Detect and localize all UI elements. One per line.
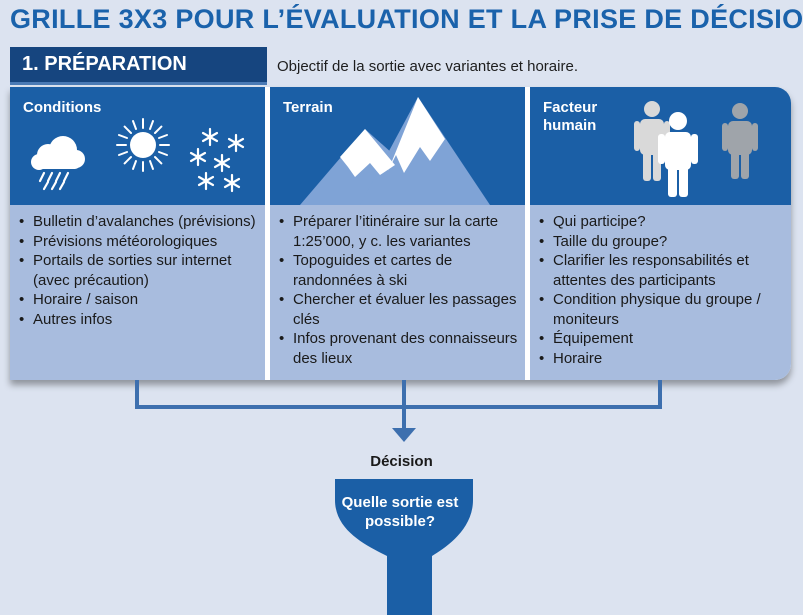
- decision-question: Quelle sortie est possible?: [341, 494, 459, 530]
- evaluation-panel: Conditions: [10, 87, 791, 380]
- conditions-list: Bulletin d’avalanches (prévisions) Prévi…: [19, 212, 259, 329]
- column-title: Facteur humain: [543, 99, 598, 134]
- column-conditions: Conditions: [10, 87, 265, 380]
- list-item: Chercher et évaluer les passages clés: [279, 290, 519, 329]
- column-title: Terrain: [283, 99, 333, 116]
- list-item: Infos provenant des connais­seurs des li…: [279, 329, 519, 368]
- rain-cloud-icon: [31, 136, 85, 191]
- column-human-factor: Facteur humain: [530, 87, 791, 380]
- terrain-list: Préparer l’itinéraire sur la carte 1:25’…: [279, 212, 519, 368]
- list-item: Préparer l’itinéraire sur la carte 1:25’…: [279, 212, 519, 251]
- human-factor-list: Qui participe? Taille du groupe? Clarifi…: [539, 212, 785, 368]
- list-item: Portails de sorties sur internet (avec p…: [19, 251, 259, 290]
- sun-icon: [116, 118, 170, 172]
- step-header: 1. PRÉPARATION: [10, 47, 267, 85]
- list-item: Prévisions météorologiques: [19, 232, 259, 252]
- list-item: Condition physique du groupe / moniteurs: [539, 290, 785, 329]
- list-item: Bulletin d’avalanches (prévisions): [19, 212, 259, 232]
- column-title: Conditions: [23, 99, 102, 116]
- list-item: Horaire / saison: [19, 290, 259, 310]
- list-item: Clarifier les responsabilités et attente…: [539, 251, 785, 290]
- list-item: Topoguides et cartes de randonnées à ski: [279, 251, 519, 290]
- step-objective: Objectif de la sortie avec variantes et …: [277, 58, 578, 75]
- mountain-icon: [300, 97, 490, 205]
- page-title: GRILLE 3X3 POUR L’ÉVALUATION ET LA PRISE…: [10, 4, 803, 34]
- decision-label: Décision: [370, 453, 433, 470]
- people-icon: [634, 101, 758, 197]
- list-item: Équipement: [539, 329, 785, 349]
- list-item: Qui participe?: [539, 212, 785, 232]
- column-terrain: Terrain Préparer l’itinéraire sur la car…: [270, 87, 525, 380]
- list-item: Taille du groupe?: [539, 232, 785, 252]
- list-item: Horaire: [539, 349, 785, 369]
- step-title: 1. PRÉPARATION: [22, 53, 187, 75]
- list-item: Autres infos: [19, 310, 259, 330]
